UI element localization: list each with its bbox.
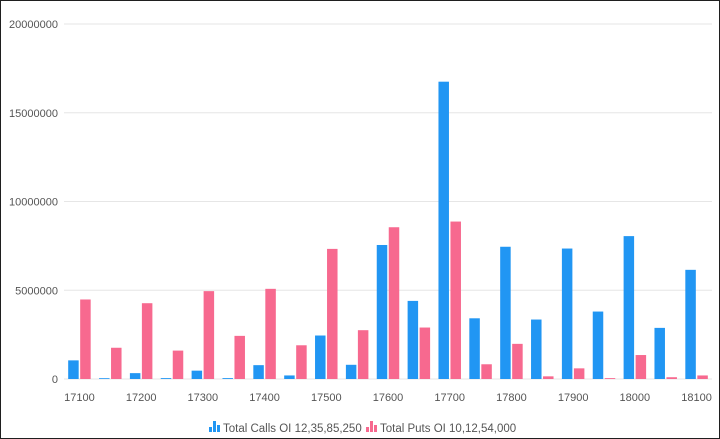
icon-bar (370, 421, 373, 432)
bar-puts-17300[interactable] (203, 291, 215, 379)
bar-puts-17500[interactable] (327, 248, 338, 379)
bar-calls-17500[interactable] (315, 335, 326, 379)
bar-calls-17800[interactable] (500, 246, 511, 379)
bar-calls-17850[interactable] (531, 319, 542, 379)
bar-puts-17600[interactable] (388, 227, 400, 379)
bar-puts-17550[interactable] (357, 330, 369, 379)
bar-puts-17750[interactable] (481, 364, 492, 379)
bars (68, 81, 708, 379)
bar-puts-18050[interactable] (666, 377, 677, 379)
bar-calls-17900[interactable] (561, 248, 573, 379)
bar-calls-18050[interactable] (654, 327, 665, 379)
legend-item-puts[interactable]: Total Puts OI 10,12,54,000 (366, 421, 516, 435)
bar-puts-17450[interactable] (296, 345, 307, 379)
bar-puts-17400[interactable] (265, 288, 276, 379)
y-tick-label: 20000000 (9, 19, 58, 31)
x-tick-label: 17400 (249, 392, 280, 404)
icon-bar (217, 425, 220, 432)
x-tick-label: 18000 (620, 392, 651, 404)
icon-bar (209, 427, 212, 432)
bar-calls-17600[interactable] (376, 244, 388, 379)
bar-calls-17450[interactable] (284, 375, 295, 379)
legend[interactable]: Total Calls OI 12,35,85,250 Total Puts O… (209, 421, 516, 435)
y-tick-label: 5000000 (15, 285, 58, 297)
x-tick-label: 17800 (496, 392, 527, 404)
bar-calls-18100[interactable] (685, 269, 696, 379)
bar-puts-18000[interactable] (635, 355, 647, 379)
bar-chart-icon-puts (366, 421, 377, 432)
x-tick-label: 17900 (558, 392, 589, 404)
x-tick-label: 17700 (434, 392, 465, 404)
legend-item-calls[interactable]: Total Calls OI 12,35,85,250 (209, 421, 362, 435)
x-tick-label: 17600 (373, 392, 404, 404)
bar-puts-17700[interactable] (450, 221, 461, 379)
x-tick-label: 17100 (64, 392, 95, 404)
bar-calls-17400[interactable] (253, 365, 264, 379)
bar-calls-17150[interactable] (99, 378, 110, 379)
y-tick-label: 10000000 (9, 197, 58, 209)
x-tick-label: 18100 (681, 392, 712, 404)
bar-puts-17350[interactable] (234, 335, 245, 379)
x-axis-ticks: 17100 17200 17300 17400 17500 17600 17700 17800… (64, 392, 712, 404)
bar-puts-17950[interactable] (604, 378, 616, 379)
x-tick-label: 17300 (188, 392, 219, 404)
icon-bar (213, 421, 216, 432)
bar-calls-18000[interactable] (623, 236, 635, 379)
gridlines (64, 23, 712, 380)
legend-label-calls: Total Calls OI 12,35,85,250 (223, 423, 362, 435)
bar-calls-17650[interactable] (407, 300, 419, 379)
bar-puts-17100[interactable] (80, 299, 91, 379)
bar-calls-17100[interactable] (68, 360, 79, 379)
bar-calls-17250[interactable] (160, 378, 172, 379)
bar-puts-17650[interactable] (419, 327, 431, 379)
y-tick-label: 0 (52, 374, 58, 386)
bar-puts-18100[interactable] (697, 375, 708, 379)
bar-calls-17300[interactable] (191, 370, 203, 379)
bar-chart-icon-calls (209, 421, 220, 432)
bar-calls-17750[interactable] (469, 318, 480, 379)
x-tick-label: 17200 (126, 392, 157, 404)
y-tick-label: 15000000 (9, 108, 58, 120)
bar-calls-17950[interactable] (592, 311, 604, 379)
icon-bar (374, 425, 377, 432)
bar-puts-17800[interactable] (512, 343, 523, 379)
bar-puts-17200[interactable] (141, 303, 153, 379)
y-axis-ticks: 0 5000000 10000000 15000000 20000000 (9, 19, 58, 386)
icon-bar (366, 427, 369, 432)
bar-calls-17200[interactable] (129, 373, 141, 379)
legend-label-puts: Total Puts OI 10,12,54,000 (380, 423, 516, 435)
bar-calls-17700[interactable] (438, 81, 449, 379)
x-tick-label: 17500 (311, 392, 342, 404)
bar-calls-17350[interactable] (222, 378, 233, 379)
bar-puts-17900[interactable] (573, 368, 585, 379)
bar-calls-17550[interactable] (345, 364, 357, 379)
bar-puts-17850[interactable] (543, 376, 554, 379)
bar-puts-17250[interactable] (172, 350, 184, 379)
bar-puts-17150[interactable] (111, 347, 122, 379)
